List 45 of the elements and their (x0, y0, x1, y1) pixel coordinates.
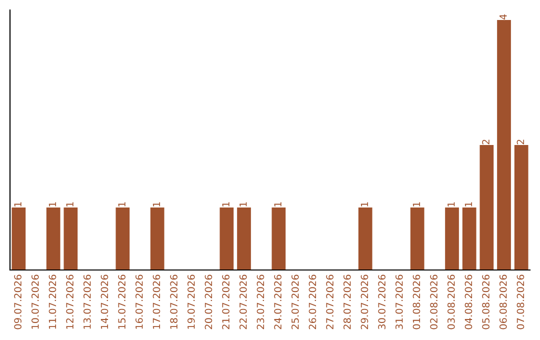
data-label: 2 (482, 140, 490, 144)
data-label: 1 (464, 202, 472, 206)
data-label: 1 (360, 202, 368, 206)
x-tick-label: 29.07.2026 (360, 274, 368, 330)
x-tick-label: 21.07.2026 (222, 274, 230, 330)
x-tick-label: 17.07.2026 (152, 274, 160, 329)
x-tick-label: 30.07.2026 (378, 274, 386, 330)
x-tick-label: 01.08.2026 (412, 274, 420, 330)
data-label: 1 (222, 202, 230, 206)
data-label: 1 (14, 202, 22, 206)
x-tick-label: 18.07.2026 (170, 274, 178, 329)
data-label: 1 (118, 202, 126, 206)
x-tick-label: 20.07.2026 (204, 274, 212, 330)
data-label: 1 (240, 202, 247, 206)
x-tick-label: 07.08.2026 (516, 274, 524, 330)
data-label: 2 (516, 140, 524, 144)
x-tick-label: 24.07.2026 (274, 274, 282, 330)
data-label: 1 (274, 202, 282, 206)
x-tick-label: 12.07.2026 (66, 274, 74, 329)
x-tick-label: 03.08.2026 (447, 274, 455, 330)
x-tick-label: 05.08.2026 (482, 274, 490, 330)
x-tick-label: 13.07.2026 (83, 274, 91, 329)
x-tick-label: 19.07.2026 (187, 274, 195, 329)
x-tick-label: 16.07.2026 (135, 274, 143, 329)
x-tick-label: 26.07.2026 (308, 274, 316, 330)
x-tick-label: 10.07.2026 (31, 274, 39, 329)
x-tick-label: 09.07.2026 (14, 274, 22, 330)
x-tick-label: 15.07.2026 (118, 274, 126, 329)
x-tick-label: 22.07.2026 (239, 274, 247, 330)
data-label: 1 (48, 202, 56, 206)
x-tick-label: 14.07.2026 (100, 274, 108, 329)
x-tick-label: 27.07.2026 (326, 274, 334, 330)
x-tick-label: 25.07.2026 (291, 274, 299, 330)
x-tick-label: 06.08.2026 (499, 274, 507, 330)
data-label: 1 (152, 202, 160, 206)
data-label: 1 (412, 202, 420, 206)
x-tick-label: 23.07.2026 (256, 274, 264, 330)
x-tick-label: 02.08.2026 (430, 274, 438, 330)
x-tick-label: 28.07.2026 (343, 274, 351, 330)
data-label: 4 (500, 14, 507, 20)
x-tick-label: 11.07.2026 (48, 274, 56, 329)
data-label: 1 (448, 202, 455, 206)
data-label: 1 (66, 202, 74, 206)
x-tick-label: 04.08.2026 (464, 274, 472, 330)
x-tick-label: 31.07.2026 (395, 274, 403, 330)
